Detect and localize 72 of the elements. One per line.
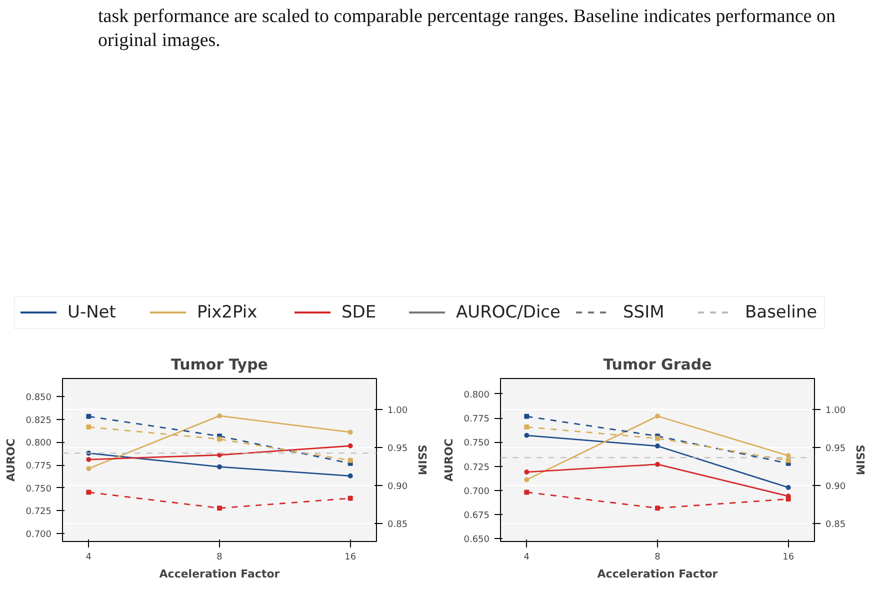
y2-axis-title: SSIM xyxy=(416,444,429,476)
y2-axis-title: SSIM xyxy=(854,444,867,476)
x-axis-title: Acceleration Factor xyxy=(159,568,280,580)
point xyxy=(217,506,222,511)
point xyxy=(655,414,660,419)
x-tick-label: 8 xyxy=(654,552,661,562)
text: AUROC/Dice xyxy=(456,302,560,322)
y2-tick-label: 0.85 xyxy=(388,520,408,530)
point xyxy=(86,414,92,419)
y-tick-label: 0.650 xyxy=(464,535,490,546)
text: task performance are scaled to comparable percentage ranges. Baseline indicates performance on original images. xyxy=(98,5,836,52)
y-tick-label: 0.675 xyxy=(464,510,490,521)
y-tick-label: 0.700 xyxy=(26,530,52,540)
y2-tick-label: 0.90 xyxy=(388,482,408,492)
point xyxy=(348,496,353,501)
y-tick-label: 0.725 xyxy=(464,462,490,473)
point xyxy=(786,484,791,490)
point xyxy=(524,432,530,438)
y-tick-label: 0.700 xyxy=(464,486,490,497)
point xyxy=(655,462,660,467)
point xyxy=(86,424,92,430)
y-tick-label: 0.800 xyxy=(464,390,490,400)
y-tick-label: 0.775 xyxy=(464,414,490,425)
chart-title: Tumor Type xyxy=(171,356,268,374)
y-tick-label: 0.725 xyxy=(26,507,52,518)
x-tick-label: 8 xyxy=(216,552,223,562)
y2-tick-label: 0.95 xyxy=(388,444,408,454)
legend-label: Pix2Pix xyxy=(197,302,258,322)
y2-tick-label: 0.85 xyxy=(826,520,846,530)
point xyxy=(655,444,660,449)
point xyxy=(524,477,530,482)
legend-label: SDE xyxy=(342,302,376,322)
y-tick-label: 0.825 xyxy=(26,416,52,426)
y-tick-label: 0.750 xyxy=(464,438,490,449)
point xyxy=(86,466,92,472)
y2-tick-label: 1.00 xyxy=(388,406,408,416)
point xyxy=(786,496,791,502)
point xyxy=(217,452,222,458)
y2-tick-label: 0.95 xyxy=(826,444,846,454)
x-axis-title: Acceleration Factor xyxy=(597,568,718,580)
x-tick-label: 4 xyxy=(86,552,92,562)
point xyxy=(786,453,791,458)
point xyxy=(524,414,530,419)
y-axis-title: AUROC xyxy=(4,438,18,482)
text: SSIM xyxy=(623,302,664,322)
chart-title: Tumor Grade xyxy=(603,356,712,374)
point xyxy=(524,490,530,495)
point xyxy=(348,430,353,435)
point xyxy=(524,470,530,475)
point xyxy=(348,443,353,448)
point xyxy=(524,424,530,430)
y2-tick-label: 1.00 xyxy=(826,406,846,416)
point xyxy=(217,464,222,470)
y-tick-label: 0.775 xyxy=(26,462,52,472)
point xyxy=(786,458,791,463)
legend-label: Baseline xyxy=(745,302,818,322)
point xyxy=(217,436,222,442)
point xyxy=(217,413,222,418)
point xyxy=(348,458,353,463)
x-tick-label: 4 xyxy=(524,552,530,562)
x-tick-label: 16 xyxy=(782,552,794,562)
y-tick-label: 0.800 xyxy=(26,438,52,449)
point xyxy=(655,506,660,511)
point xyxy=(348,473,353,478)
legend-label: U-Net xyxy=(68,302,116,322)
point xyxy=(86,457,92,462)
y-tick-label: 0.750 xyxy=(26,484,52,494)
y2-tick-label: 0.90 xyxy=(826,482,846,492)
y-tick-label: 0.850 xyxy=(26,393,52,404)
y-axis-title: AUROC xyxy=(442,438,456,482)
x-tick-label: 16 xyxy=(344,552,356,562)
point xyxy=(86,490,92,495)
